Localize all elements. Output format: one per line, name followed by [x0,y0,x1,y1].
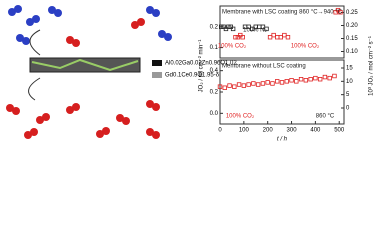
y-tick-label: 0.1 [210,45,219,51]
y-tick-label: 0.2 [210,24,219,30]
data-point [278,35,284,40]
data-point [260,81,266,86]
legend-swatch [152,72,162,78]
data-point [275,79,280,84]
x-tick-label: 100 [239,128,250,134]
y-tick-label: 0.4 [210,68,219,74]
legend-label: Gd0.1Ce0.9O1.95-δ [165,73,220,79]
annotation: 100% CO₂ [226,114,255,120]
annotation: 100% CO₂ [291,44,320,50]
data-point [264,26,269,32]
data-point [265,80,270,85]
data-point [217,84,223,89]
x-tick-label: 0 [218,128,222,134]
x-tick-label: 400 [310,128,321,134]
data-point [232,84,237,89]
y2-tick-label: 0.15 [346,36,358,42]
blue-molecules [8,5,172,45]
y2-tick-label: 15 [346,66,353,72]
y2-tick-label: 0 [346,106,350,112]
data-point [236,82,242,87]
legend-swatch [152,60,162,66]
legend-label: Al0.02Ga0.02Zn0.96O1.02 [165,61,237,67]
data-point [246,82,251,87]
annotation: 100% CO₂ [218,44,247,50]
data-point [317,77,323,82]
annotation: Membrane without LSC coating [222,64,306,70]
x-tick-label: 300 [287,128,298,134]
data-point [275,35,280,40]
arrow [28,77,41,101]
data-point [327,75,332,81]
data-point [271,32,276,38]
data-point [298,77,304,82]
data-point [313,75,318,81]
y-tick-label: 0.2 [210,90,219,96]
annotation: 100% N₂ [243,28,267,34]
data-point [279,80,285,85]
x-axis-label: t / h [277,137,288,143]
data-point [289,78,294,83]
arrow [29,29,41,56]
data-point [285,35,291,40]
data-point [255,82,261,87]
data-point [230,26,236,32]
data-point [322,74,328,80]
data-point [226,24,231,29]
y2-tick-label: 0.10 [346,49,358,55]
data-point [233,35,238,40]
data-point [222,85,227,90]
x-tick-label: 200 [263,128,274,134]
y2-tick-label: 0.20 [346,23,358,29]
data-point [241,83,247,88]
data-point [251,81,256,86]
data-point [332,73,337,79]
data-point [284,79,289,84]
x-tick-label: 500 [334,128,345,134]
y2-tick-label: 0.25 [346,10,358,16]
y-tick-label: 0.0 [210,111,219,117]
annotation: 860 °C [316,114,335,120]
diagram: Al0.02Ga0.02Zn0.96O1.02 Gd0.1Ce0.9O1.95-… [6,5,237,139]
figure: Al0.02Ga0.02Zn0.96O1.02 Gd0.1Ce0.9O1.95-… [6,5,375,143]
y-axis-label: JO₂ / ml cm⁻² min⁻¹ [199,40,205,93]
data-point [240,35,245,40]
data-point [267,35,273,40]
annotation: Membrane with LSC coating [222,10,297,16]
red-molecules [6,18,160,139]
data-point [270,81,275,86]
data-point [308,77,313,82]
data-point [303,78,309,83]
y2-tick-label: 10 [346,79,353,85]
plot-frame [219,5,345,59]
data-point [338,10,343,15]
membrane-texture [31,58,139,72]
y2-axis-label: 10³ JO₂ / mol cm⁻² s⁻¹ [369,36,375,96]
data-point [227,83,232,88]
data-point [282,32,287,38]
annotation: 860 °C→940 °C [299,10,342,16]
data-point [294,79,299,84]
data-point [218,24,224,29]
y2-tick-label: 5 [346,92,350,98]
